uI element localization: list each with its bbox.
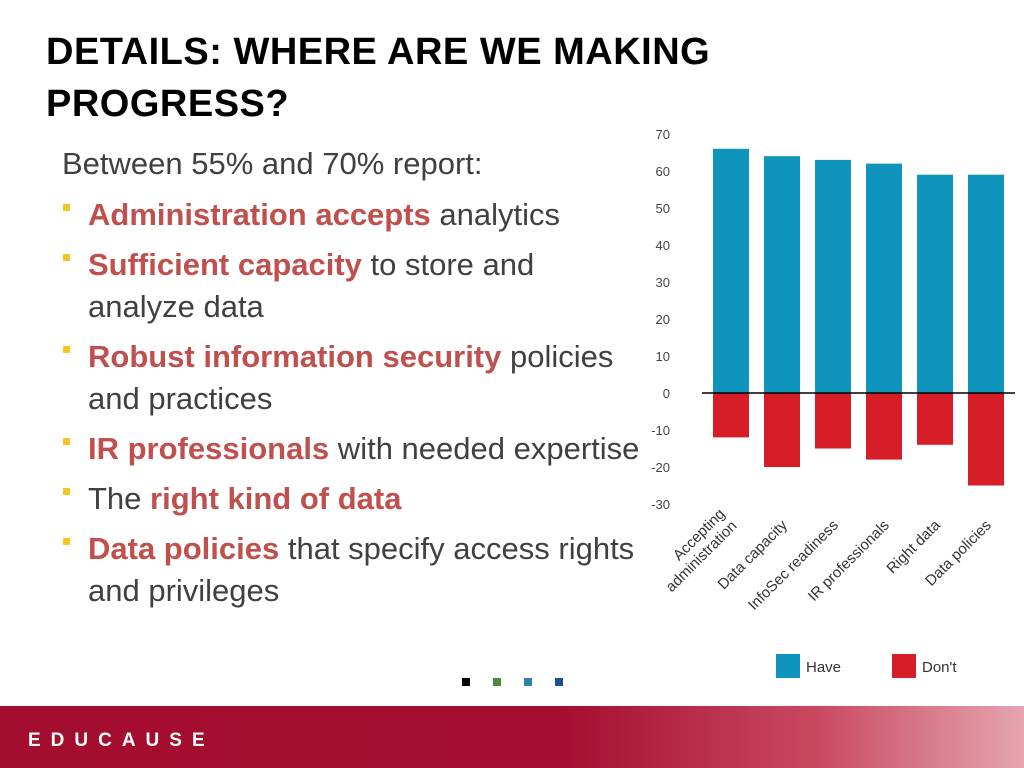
bullet-text: analytics [430, 197, 561, 232]
bar-dont [815, 393, 851, 449]
nav-dot-icon[interactable] [462, 678, 470, 686]
bar-have [815, 159, 851, 393]
bullet-highlight: Administration accepts [88, 197, 431, 232]
bar-have [866, 163, 902, 393]
bar-dont [713, 393, 749, 438]
legend-swatch-have [776, 654, 800, 678]
y-tick-label: -20 [651, 460, 670, 475]
bullet-marker-icon [63, 438, 70, 445]
y-tick-label: 40 [656, 238, 670, 253]
bullet-item: Robust information security policies and… [62, 336, 642, 420]
intro-text: Between 55% and 70% report: [62, 146, 483, 181]
bullet-item: Sufficient capacity to store and analyze… [62, 244, 642, 328]
bullet-list: Administration accepts analytics Suffici… [62, 194, 642, 620]
y-tick-label: -10 [651, 423, 670, 438]
bullet-highlight: right kind of data [150, 481, 402, 516]
bar-have [713, 148, 749, 393]
y-tick-label: 10 [656, 349, 670, 364]
bullet-item: The right kind of data [62, 478, 642, 520]
educause-logo: EDUCAUSE [28, 730, 215, 751]
nav-dot-icon[interactable] [555, 678, 563, 686]
y-tick-label: -30 [651, 497, 670, 512]
bar-chart: 706050403020100-10-20-30Acceptingadminis… [651, 127, 1015, 678]
bullet-text: with needed expertise [329, 431, 640, 466]
slide-title-line-1: DETAILS: WHERE ARE WE MAKING [46, 31, 711, 73]
y-tick-label: 30 [656, 275, 670, 290]
bullet-text: to store and analyze data [88, 247, 535, 324]
bullet-text: policies and practices [88, 339, 614, 416]
bar-dont [866, 393, 902, 460]
y-tick-label: 0 [663, 386, 670, 401]
bar-have [917, 174, 953, 393]
footer-band: EDUCAUSE [0, 706, 1024, 768]
bullet-marker-icon [63, 488, 70, 495]
bar-have [764, 156, 800, 393]
y-tick-label: 20 [656, 312, 670, 327]
y-tick-label: 60 [656, 164, 670, 179]
bar-have [968, 174, 1004, 393]
bullet-marker-icon [63, 204, 70, 211]
nav-dot-icon[interactable] [524, 678, 532, 686]
bar-dont [968, 393, 1004, 486]
legend-swatch-dont [892, 654, 916, 678]
slide-title: DETAILS: WHERE ARE WE MAKING PROGRESS? [46, 26, 806, 130]
slide-title-line-2: PROGRESS? [46, 83, 290, 125]
bullet-highlight: Data policies [88, 531, 280, 566]
y-tick-label: 50 [656, 201, 670, 216]
nav-dot-icon[interactable] [493, 678, 501, 686]
bullet-marker-icon [63, 254, 70, 261]
bullet-prefix: The [88, 481, 151, 516]
bullet-highlight: Robust information security [88, 339, 502, 374]
bullet-highlight: IR professionals [88, 431, 330, 466]
legend-label-dont: Don't [922, 659, 957, 676]
bullet-item: Administration accepts analytics [62, 194, 642, 236]
bullet-marker-icon [63, 538, 70, 545]
bullet-text: that specify access rights and privilege… [88, 531, 635, 608]
bar-dont [917, 393, 953, 445]
bullet-highlight: Sufficient capacity [88, 247, 362, 282]
bullet-item: IR professionals with needed expertise [62, 428, 642, 470]
bar-dont [764, 393, 800, 467]
y-tick-label: 70 [656, 127, 670, 142]
legend-label-have: Have [806, 659, 841, 676]
bullet-marker-icon [63, 346, 70, 353]
x-tick-label: InfoSec readiness [745, 517, 842, 614]
bullet-item: Data policies that specify access rights… [62, 528, 642, 612]
